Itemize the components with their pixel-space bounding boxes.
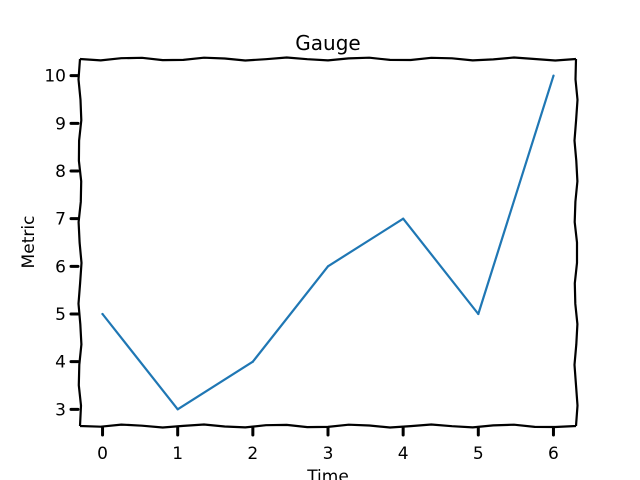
y-axis: 3 4 5 6 7 8 9 10	[44, 67, 80, 420]
y-tick-label: 3	[55, 400, 66, 420]
data-point	[176, 408, 179, 411]
data-point	[402, 217, 405, 220]
x-tick-label: 6	[548, 444, 559, 464]
x-axis: 0 1 2 3 4 5 6	[97, 426, 559, 464]
data-point	[251, 360, 254, 363]
data-point	[326, 265, 330, 268]
x-tick-label: 4	[398, 444, 409, 464]
x-tick-label: 1	[172, 444, 183, 464]
y-tick-label: 9	[55, 114, 66, 134]
y-tick-label: 7	[55, 210, 66, 230]
data-point	[477, 312, 480, 316]
x-axis-label: Time	[306, 467, 349, 480]
chart-title: Gauge	[295, 31, 360, 55]
x-tick-label: 0	[97, 444, 108, 464]
x-tick-label: 3	[323, 444, 334, 464]
y-tick-label: 5	[55, 305, 66, 325]
y-tick-label: 4	[55, 353, 66, 373]
y-axis-label: Metric	[19, 216, 39, 269]
y-tick-label: 8	[55, 162, 66, 182]
data-point	[552, 74, 555, 77]
data-point	[101, 312, 104, 316]
series-group	[101, 74, 555, 411]
plot-frame	[77, 56, 579, 429]
x-tick-label: 5	[473, 444, 484, 464]
y-tick-label: 6	[55, 257, 66, 277]
x-tick-label: 2	[247, 444, 258, 464]
y-tick-label: 10	[44, 67, 66, 87]
series-line	[101, 74, 555, 411]
